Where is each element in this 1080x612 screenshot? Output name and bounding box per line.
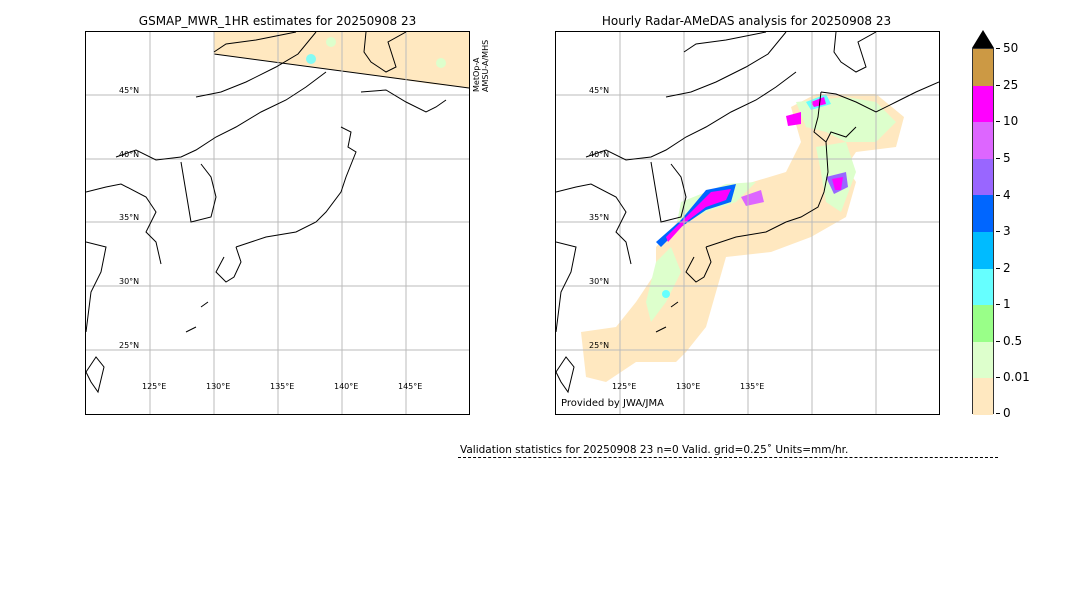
right-map-canvas [556, 32, 939, 414]
colorbar-tick: 10 [996, 114, 1018, 128]
lat-label-30: 30°N [119, 277, 140, 286]
lat-label-35: 35°N [119, 213, 140, 222]
sensor-label: AMSU-A/MHS [481, 39, 490, 92]
lon-label-130: 130°E [206, 382, 231, 391]
lat-label-45: 45°N [589, 86, 610, 95]
left-map: 45°N 40°N 35°N 30°N 25°N 125°E 130°E 135… [85, 31, 470, 415]
colorbar-tick: 25 [996, 78, 1018, 92]
lon-label-125: 125°E [142, 382, 167, 391]
colorbar-seg-10-25 [973, 85, 993, 123]
colorbar-tick: 0 [996, 406, 1011, 420]
lat-label-25: 25°N [589, 341, 610, 350]
lon-label-140: 140°E [334, 382, 359, 391]
lat-label-45: 45°N [119, 86, 140, 95]
colorbar-tick: 3 [996, 224, 1011, 238]
colorbar-tick: 0.5 [996, 334, 1022, 348]
lon-label-130: 130°E [676, 382, 701, 391]
satellite-label: MetOp-A [472, 57, 481, 92]
lon-label-135: 135°E [740, 382, 765, 391]
colorbar-tick: 4 [996, 188, 1011, 202]
validation-statistics: Validation statistics for 20250908 23 n=… [460, 444, 849, 456]
colorbar-over-arrow [972, 30, 994, 48]
colorbar-seg-5-10 [973, 122, 993, 159]
colorbar-tick: 0.01 [996, 370, 1030, 384]
colorbar-tick: 1 [996, 297, 1011, 311]
lat-label-35: 35°N [589, 213, 610, 222]
data-credit: Provided by JWA/JMA [561, 398, 664, 409]
left-map-title: GSMAP_MWR_1HR estimates for 20250908 23 [138, 14, 417, 28]
colorbar-tick: 2 [996, 261, 1011, 275]
colorbar [972, 48, 994, 415]
right-map-title: Hourly Radar-AMeDAS analysis for 2025090… [601, 14, 892, 28]
right-map: 45°N 40°N 35°N 30°N 25°N 125°E 130°E 135… [555, 31, 940, 415]
colorbar-seg-4-5 [973, 158, 993, 196]
colorbar-tick: 5 [996, 151, 1011, 165]
colorbar-seg-3-4 [973, 195, 993, 232]
colorbar-seg-0.01-0.5 [973, 341, 993, 379]
colorbar-seg-1-2 [973, 268, 993, 306]
colorbar-seg-0.5-1 [973, 305, 993, 342]
colorbar-tick: 50 [996, 41, 1018, 55]
colorbar-seg-25-50 [973, 49, 993, 86]
colorbar-seg-2-3 [973, 232, 993, 269]
lat-label-40: 40°N [119, 150, 140, 159]
lat-label-40: 40°N [589, 150, 610, 159]
lon-label-145: 145°E [398, 382, 423, 391]
lat-label-30: 30°N [589, 277, 610, 286]
colorbar-seg-0-0.01 [973, 378, 993, 415]
lat-label-25: 25°N [119, 341, 140, 350]
lon-label-135: 135°E [270, 382, 295, 391]
left-map-canvas [86, 32, 469, 414]
validation-divider [458, 457, 998, 458]
lon-label-125: 125°E [612, 382, 637, 391]
